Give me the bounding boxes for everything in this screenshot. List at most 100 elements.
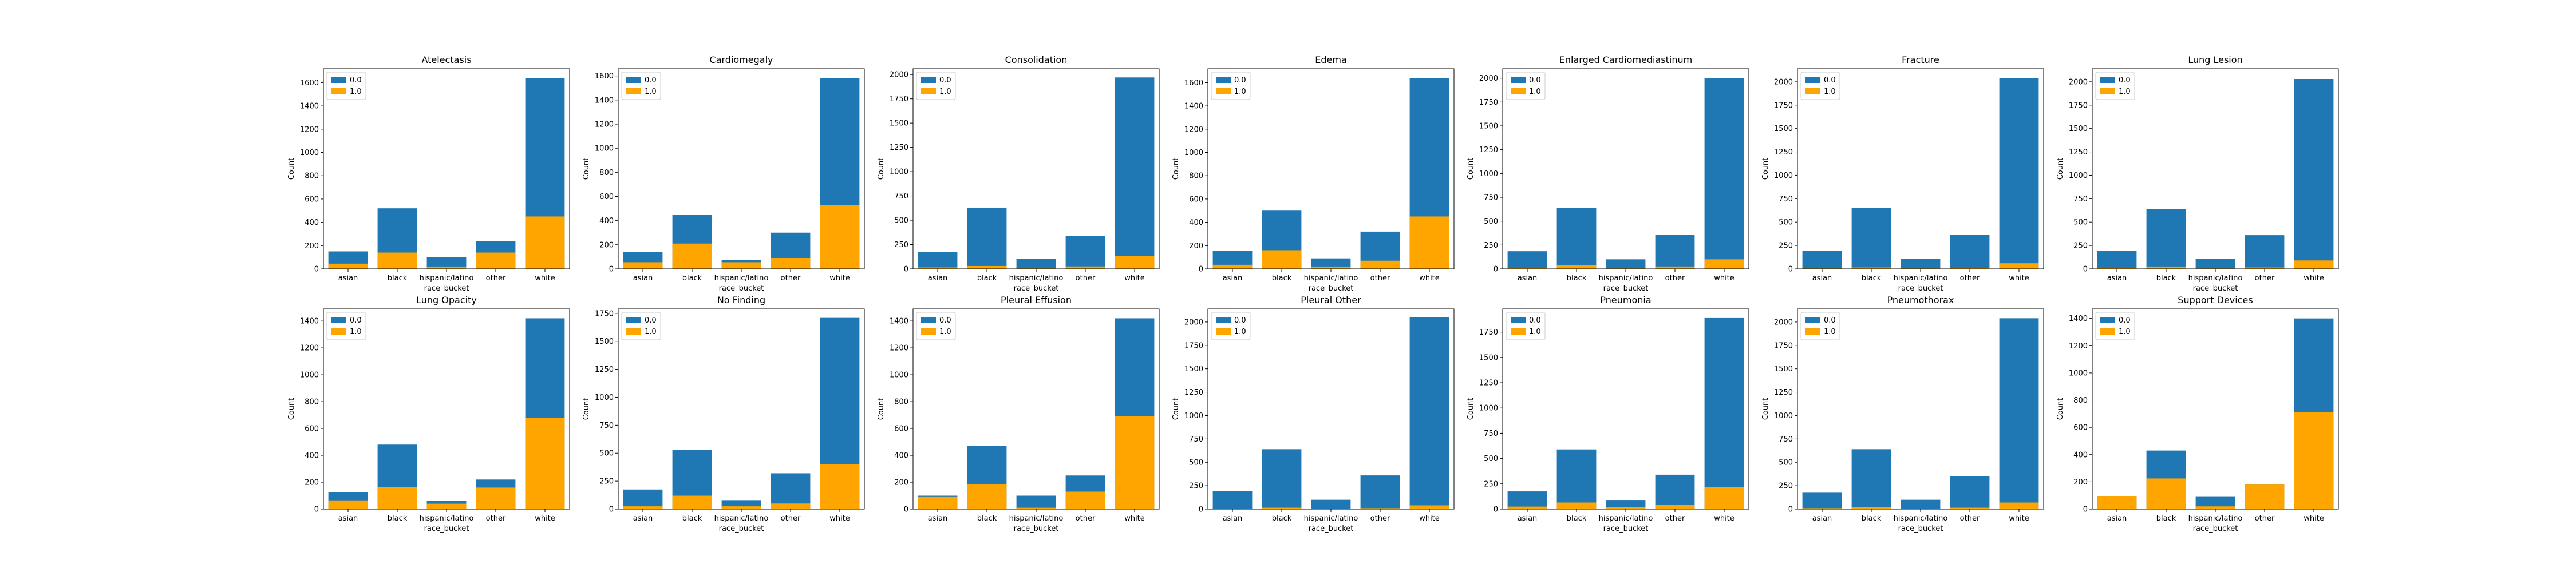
x-axis-label: race_bucket: [719, 525, 764, 533]
y-tick-label: 0: [314, 265, 319, 274]
x-tick-label: asian: [928, 274, 948, 283]
y-tick-label: 1500: [1479, 122, 1498, 131]
bar-series0-hispaniclatino: [2195, 259, 2235, 269]
bar-series1-other: [2245, 267, 2285, 269]
x-tick-label: other: [1076, 274, 1096, 283]
x-tick-label: black: [388, 274, 408, 283]
y-tick-label: 1000: [595, 145, 614, 153]
y-tick-label: 0: [1788, 265, 1793, 274]
x-tick-label: hispanic/latino: [420, 514, 474, 523]
y-tick-label: 400: [305, 219, 319, 227]
x-tick-label: white: [1124, 274, 1145, 283]
y-tick-label: 750: [1779, 435, 1793, 444]
y-tick-label: 1200: [1184, 125, 1203, 134]
bar-series1-black: [377, 487, 417, 509]
bar-series1-white: [820, 205, 860, 269]
bar-series1-other: [1360, 260, 1400, 269]
x-tick-label: asian: [633, 514, 653, 523]
legend-swatch: [921, 328, 936, 335]
y-tick-label: 750: [1189, 435, 1203, 444]
bar-series1-asian: [2097, 268, 2137, 269]
bar-series1-asian: [328, 500, 368, 509]
x-tick-label: white: [1714, 514, 1735, 523]
x-tick-label: asian: [1812, 274, 1832, 283]
bar-series1-white: [1115, 416, 1155, 509]
x-tick-label: white: [829, 274, 850, 283]
x-tick-label: other: [1665, 274, 1685, 283]
bar-series1-black: [967, 484, 1007, 509]
x-tick-label: asian: [633, 274, 653, 283]
legend-label: 0.0: [2119, 76, 2131, 85]
x-tick-label: asian: [338, 514, 358, 523]
y-tick-label: 1500: [890, 120, 908, 128]
legend-label: 1.0: [1234, 88, 1246, 96]
legend-swatch: [1805, 328, 1820, 335]
x-tick-label: black: [977, 514, 997, 523]
y-tick-label: 800: [305, 398, 319, 407]
chart-title: No Finding: [717, 295, 765, 305]
legend-swatch: [331, 88, 346, 94]
x-tick-label: hispanic/latino: [714, 274, 769, 283]
x-tick-label: white: [1419, 514, 1440, 523]
legend: 0.01.0: [2095, 72, 2135, 100]
x-tick-label: black: [2156, 274, 2176, 283]
y-axis-label: Count: [582, 398, 591, 420]
chart-panel: No Finding 0 250 500 750 1000 1250 1500 1750 asia…: [582, 295, 865, 533]
bar-series0-hispaniclatino: [2195, 496, 2235, 509]
bar-series1-other: [1950, 507, 1990, 509]
bar-series0-asian: [1507, 251, 1547, 269]
y-tick-label: 1000: [1774, 172, 1793, 180]
legend-swatch: [2100, 317, 2115, 323]
bar-series1-black: [672, 243, 712, 269]
chart-title: Lung Lesion: [2188, 54, 2242, 65]
x-tick-label: other: [1370, 514, 1390, 523]
y-tick-label: 200: [2073, 478, 2088, 487]
chart-title: Edema: [1315, 54, 1347, 65]
y-tick-label: 800: [1189, 172, 1203, 181]
legend-label: 1.0: [939, 328, 951, 336]
y-tick-label: 1250: [2069, 148, 2088, 157]
chart-panel: Pleural Effusion 0 200 400 600 800 1000 1200 140…: [877, 295, 1160, 533]
y-tick-label: 250: [894, 241, 908, 249]
chart-panel: Consolidation 0 250 500 750 1000 1250 1500 1750 2…: [877, 54, 1160, 293]
bar-series0-other: [1655, 235, 1695, 269]
x-tick-label: black: [682, 514, 702, 523]
legend-swatch: [2100, 77, 2115, 83]
y-tick-label: 800: [894, 398, 908, 407]
bar-series0-asian: [1212, 491, 1253, 509]
y-tick-label: 1500: [1774, 125, 1793, 133]
bar-series0-other: [1360, 475, 1400, 509]
y-axis-label: Count: [2056, 158, 2065, 180]
x-tick-label: hispanic/latino: [2188, 274, 2243, 283]
y-tick-label: 1200: [595, 120, 614, 129]
y-tick-label: 0: [904, 506, 908, 514]
bar-series1-black: [967, 265, 1007, 269]
bar-series1-white: [1999, 502, 2039, 509]
x-tick-label: black: [1862, 514, 1882, 523]
y-tick-label: 800: [599, 169, 614, 177]
legend: 0.01.0: [326, 72, 366, 100]
y-tick-label: 750: [599, 422, 614, 430]
x-tick-label: asian: [338, 274, 358, 283]
y-tick-label: 750: [2073, 195, 2088, 204]
bar-series1-white: [525, 418, 565, 509]
y-tick-label: 600: [599, 193, 614, 201]
bar-series1-black: [1851, 267, 1891, 269]
bar-series1-other: [1950, 268, 1990, 269]
bar-series1-black: [2146, 266, 2186, 269]
legend: 0.01.0: [621, 312, 661, 340]
x-tick-label: black: [388, 514, 408, 523]
y-tick-label: 400: [894, 452, 908, 460]
bar-series0-white: [1999, 318, 2039, 509]
y-axis-label: Count: [1761, 158, 1770, 180]
y-tick-label: 0: [2083, 265, 2088, 274]
chart-title: Fracture: [1902, 54, 1939, 65]
y-tick-label: 250: [1189, 482, 1203, 491]
legend-label: 0.0: [1824, 316, 1836, 325]
chart-title: Pneumothorax: [1887, 295, 1954, 305]
y-axis-label: Count: [582, 158, 591, 180]
x-tick-label: hispanic/latino: [1009, 274, 1064, 283]
y-tick-label: 1000: [1479, 170, 1498, 178]
bar-series0-other: [1950, 476, 1990, 509]
bar-series0-other: [2245, 235, 2285, 269]
